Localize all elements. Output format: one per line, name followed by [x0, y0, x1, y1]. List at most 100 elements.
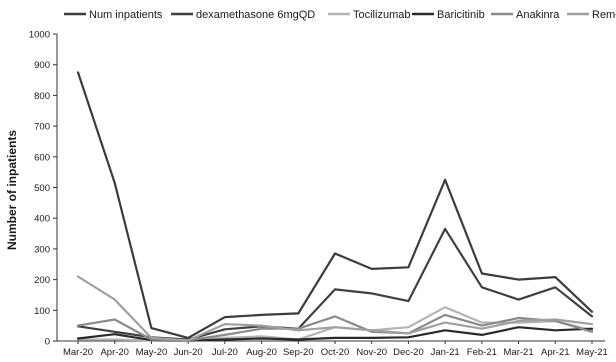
- data-point: [481, 286, 483, 289]
- y-tick-label: 100: [34, 306, 50, 317]
- x-tick-label: Aug-20: [246, 347, 277, 357]
- y-tick-label: 400: [34, 214, 50, 225]
- data-point: [554, 276, 557, 278]
- data-point: [113, 330, 116, 333]
- data-point: [517, 317, 520, 319]
- y-axis-label: Number of inpatients: [5, 130, 19, 250]
- y-tick-label: 700: [34, 122, 50, 133]
- data-point: [334, 288, 336, 291]
- series-line: [76, 306, 594, 342]
- x-tick-label: Feb-21: [467, 347, 497, 357]
- legend-label: Tocilizumab: [353, 9, 410, 21]
- data-point: [150, 338, 153, 341]
- data-point: [150, 327, 153, 329]
- y-tick-label: 600: [34, 152, 50, 163]
- x-tick-label: Mar-21: [504, 347, 534, 357]
- legend-label: Anakinra: [516, 9, 560, 21]
- y-tick-label: 800: [34, 91, 50, 102]
- legend-label: Num inpatients: [89, 9, 163, 21]
- y-tick-labels: 0 100 200 300 400 500 600 700 800 900 1000: [29, 30, 57, 348]
- data-point: [297, 312, 300, 315]
- x-tick-label: Mar-20: [63, 347, 93, 357]
- x-tick-label: Apr-20: [100, 347, 129, 357]
- data-point: [113, 318, 116, 321]
- data-point: [297, 329, 300, 332]
- x-tick-label: Jun-20: [174, 347, 203, 357]
- data-point: [517, 278, 520, 281]
- x-tick-label: May-21: [576, 347, 608, 357]
- data-point: [407, 332, 410, 335]
- data-point: [517, 326, 520, 329]
- data-point: [591, 323, 593, 325]
- data-point: [370, 292, 373, 295]
- x-tick-label: Nov-20: [356, 347, 387, 357]
- series-group: [76, 306, 594, 342]
- data-point: [444, 329, 446, 332]
- y-tick-label: 500: [34, 183, 50, 194]
- data-point: [517, 320, 520, 322]
- data-point: [370, 268, 373, 270]
- data-point: [260, 335, 263, 338]
- x-tick-label: Oct-20: [321, 347, 350, 357]
- x-tick-label: Dec-20: [393, 347, 424, 357]
- data-point: [77, 71, 79, 74]
- data-point: [444, 306, 446, 309]
- data-point: [591, 327, 593, 330]
- data-point: [591, 310, 593, 313]
- x-tick-label: Jul-20: [212, 347, 238, 357]
- y-tick-label: 200: [34, 275, 50, 286]
- data-point: [517, 298, 520, 301]
- y-tick-label: 300: [34, 244, 50, 255]
- y-tick-label: 900: [34, 60, 50, 71]
- data-point: [481, 321, 483, 324]
- data-point: [113, 298, 116, 301]
- data-point: [334, 252, 336, 255]
- data-point: [224, 334, 226, 336]
- series-group: [76, 71, 594, 339]
- x-tick-label: May-20: [136, 347, 168, 357]
- data-point: [260, 324, 263, 327]
- series-group: [76, 275, 594, 342]
- data-point: [481, 334, 483, 336]
- x-tick-labels: Mar-20 Apr-20 May-20 Jun-20 Jul-20 Aug-20 Sep-…: [63, 341, 608, 358]
- data-point: [224, 316, 226, 318]
- data-point: [187, 339, 190, 342]
- data-point: [444, 178, 446, 181]
- x-tick-label: Sep-20: [283, 347, 314, 357]
- data-point: [334, 337, 336, 339]
- legend-label: dexamethasone 6mgQD: [196, 9, 315, 21]
- data-point: [591, 315, 593, 318]
- data-point: [444, 321, 446, 324]
- data-point: [554, 286, 557, 289]
- data-point: [554, 318, 557, 321]
- data-point: [224, 338, 226, 341]
- legend-label: Baricitinib: [437, 9, 485, 21]
- data-point: [444, 228, 446, 230]
- data-point: [444, 314, 446, 316]
- data-point: [407, 266, 410, 269]
- data-point: [334, 326, 336, 329]
- series-line: [76, 275, 594, 342]
- data-point: [260, 337, 263, 340]
- data-point: [77, 337, 79, 340]
- data-point: [591, 330, 593, 333]
- data-point: [407, 300, 410, 302]
- data-point: [224, 323, 226, 325]
- x-tick-label: Jan-21: [431, 347, 460, 357]
- data-point: [554, 329, 557, 332]
- data-point: [260, 327, 263, 330]
- data-point: [113, 333, 116, 336]
- data-point: [77, 324, 79, 327]
- data-point: [113, 338, 116, 341]
- data-point: [113, 182, 116, 184]
- data-point: [407, 326, 410, 329]
- data-point: [481, 324, 483, 327]
- data-point: [481, 272, 483, 275]
- data-point: [297, 338, 300, 341]
- x-tick-label: Apr-21: [541, 347, 570, 357]
- data-point: [370, 337, 373, 339]
- data-point: [224, 337, 226, 339]
- data-point: [150, 337, 153, 339]
